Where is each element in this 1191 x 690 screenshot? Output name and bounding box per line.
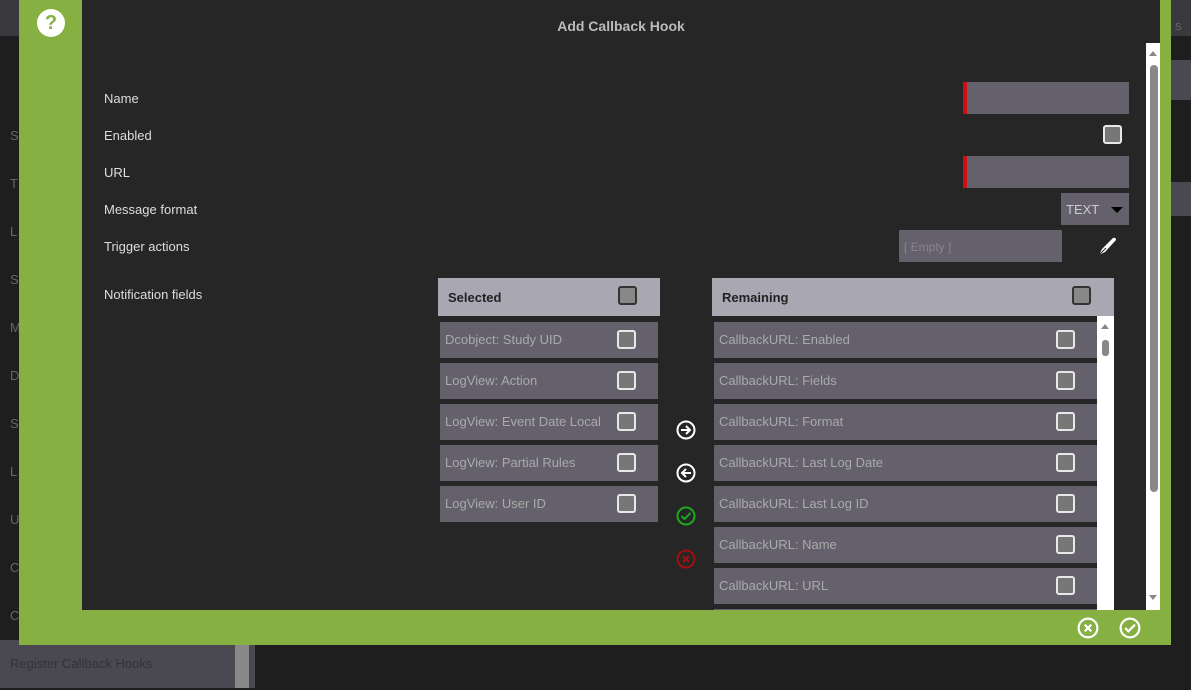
scroll-thumb[interactable] (1150, 65, 1158, 492)
list-item[interactable]: CallbackURL: Last Log ID (714, 486, 1097, 522)
list-item-checkbox[interactable] (617, 494, 636, 513)
dialog-scrollbar[interactable] (1146, 43, 1160, 610)
scroll-up-icon[interactable] (1149, 51, 1157, 56)
sidebar-item[interactable]: T (10, 176, 18, 191)
select-all-selected-checkbox[interactable] (618, 286, 637, 305)
list-item-checkbox[interactable] (1056, 330, 1075, 349)
list-item-checkbox[interactable] (1056, 371, 1075, 390)
sidebar-item[interactable]: C (10, 560, 20, 575)
check-all-icon[interactable] (676, 506, 696, 526)
notification-fields-label: Notification fields (104, 287, 203, 302)
background-text: s (1175, 18, 1182, 33)
sidebar-item-label: Register Callback Hooks (10, 656, 153, 671)
chevron-down-icon (1111, 207, 1123, 213)
background-panel (1171, 60, 1191, 100)
selected-header-label: Selected (448, 290, 502, 305)
list-item-label: LogView: User ID (445, 496, 546, 511)
scroll-up-icon[interactable] (1101, 324, 1109, 329)
help-icon[interactable]: ? (37, 9, 65, 37)
list-item[interactable]: CallbackURL: URL (714, 568, 1097, 604)
sidebar-scrollbar[interactable] (235, 640, 249, 688)
list-item[interactable]: CallbackURL: Enabled (714, 322, 1097, 358)
scroll-down-icon[interactable] (1149, 595, 1157, 600)
list-item-checkbox[interactable] (1056, 535, 1075, 554)
sidebar-item[interactable]: S (10, 128, 19, 143)
list-item[interactable] (714, 609, 1097, 610)
sidebar-item[interactable]: M (10, 320, 21, 335)
message-format-label: Message format (104, 202, 198, 217)
list-item-checkbox[interactable] (617, 330, 636, 349)
move-left-icon[interactable] (676, 463, 696, 483)
trigger-actions-label: Trigger actions (104, 239, 190, 254)
list-item-checkbox[interactable] (617, 412, 636, 431)
enabled-checkbox[interactable] (1103, 125, 1122, 144)
list-item-label: CallbackURL: Fields (719, 373, 837, 388)
dialog-title: Add Callback Hook (557, 18, 685, 34)
scroll-thumb[interactable] (1102, 340, 1109, 356)
remaining-header: Remaining (712, 278, 1114, 316)
sidebar-item[interactable]: S (10, 272, 19, 287)
url-input[interactable] (963, 156, 1129, 188)
sidebar-item[interactable]: C (10, 608, 20, 623)
list-item[interactable]: LogView: Partial Rules (440, 445, 658, 481)
list-item[interactable]: CallbackURL: Format (714, 404, 1097, 440)
list-item[interactable]: CallbackURL: Fields (714, 363, 1097, 399)
list-item-label: LogView: Event Date Local (445, 414, 601, 429)
list-item-label: CallbackURL: Last Log Date (719, 455, 884, 470)
sidebar-item[interactable]: U (10, 512, 20, 527)
list-item-checkbox[interactable] (1056, 412, 1075, 431)
move-right-icon[interactable] (676, 420, 696, 440)
remaining-list: CallbackURL: Enabled CallbackURL: Fields C… (714, 322, 1097, 610)
list-item-label: CallbackURL: Format (719, 414, 844, 429)
list-item-checkbox[interactable] (617, 453, 636, 472)
selected-header: Selected (438, 278, 660, 316)
list-item[interactable]: CallbackURL: Last Log Date (714, 445, 1097, 481)
trigger-actions-input[interactable]: [ Empty ] (899, 230, 1062, 262)
pen-icon[interactable] (1097, 235, 1119, 257)
sidebar-item[interactable]: D (10, 368, 20, 383)
list-item-checkbox[interactable] (617, 371, 636, 390)
confirm-button[interactable] (1119, 617, 1141, 639)
name-input[interactable] (963, 82, 1129, 114)
sidebar-item[interactable]: S (10, 416, 19, 431)
list-item-label: CallbackURL: URL (719, 578, 829, 593)
list-item-checkbox[interactable] (1056, 453, 1075, 472)
select-value: TEXT (1066, 202, 1100, 217)
name-label: Name (104, 91, 139, 106)
list-item-label: CallbackURL: Last Log ID (719, 496, 869, 511)
list-item-label: CallbackURL: Enabled (719, 332, 850, 347)
background-panel (1171, 182, 1191, 216)
list-item-label: Dcobject: Study UID (445, 332, 563, 347)
list-item[interactable]: LogView: Event Date Local (440, 404, 658, 440)
list-item[interactable]: CallbackURL: Name (714, 527, 1097, 563)
list-item-label: LogView: Action (445, 373, 538, 388)
remaining-header-label: Remaining (722, 290, 789, 305)
list-item[interactable]: LogView: Action (440, 363, 658, 399)
remaining-scrollbar[interactable] (1097, 316, 1114, 610)
select-all-remaining-checkbox[interactable] (1072, 286, 1091, 305)
sidebar-item[interactable]: L (10, 464, 18, 479)
cancel-button[interactable] (1077, 617, 1099, 639)
url-label: URL (104, 165, 131, 180)
list-item[interactable]: LogView: User ID (440, 486, 658, 522)
list-item[interactable]: Dcobject: Study UID (440, 322, 658, 358)
uncheck-all-icon[interactable] (676, 549, 696, 569)
list-item-label: CallbackURL: Name (719, 537, 837, 552)
list-item-checkbox[interactable] (1056, 494, 1075, 513)
enabled-label: Enabled (104, 128, 152, 143)
sidebar-item-register-callback-hooks[interactable]: Register Callback Hooks (0, 640, 255, 688)
list-item-checkbox[interactable] (1056, 576, 1075, 595)
list-item-label: LogView: Partial Rules (445, 455, 576, 470)
message-format-select[interactable]: TEXT (1061, 193, 1129, 225)
sidebar-item[interactable]: L (10, 224, 18, 239)
